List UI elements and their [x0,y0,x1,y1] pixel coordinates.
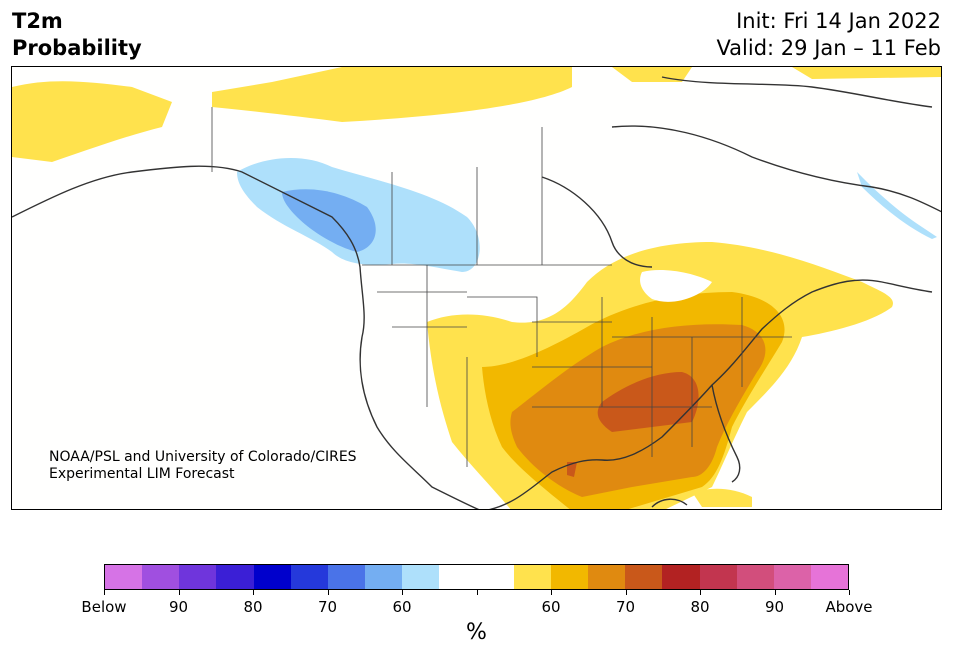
colorbar-tick-label: Above [825,598,873,616]
colorbar-swatch [699,565,737,589]
credit-line-1: NOAA/PSL and University of Colorado/CIRE… [49,449,357,465]
colorbar-swatch [105,565,143,589]
colorbar-tick-mark [253,590,254,595]
colorbar [104,564,849,590]
coastlines [12,76,941,509]
colorbar-swatch [327,565,366,589]
colorbar-unit-label: % [466,620,487,645]
region-above-60-caribbean [692,488,752,507]
colorbar-swatch [550,565,589,589]
region-below-70-northwest [282,189,376,252]
title-line-2: Probability [12,36,142,60]
region-above-60-arctic-east [212,67,572,122]
colorbar-swatch [662,565,700,589]
forecast-dates: Init: Fri 14 Jan 2022 Valid: 29 Jan – 11… [716,8,941,62]
colorbar-tick-mark [178,590,180,595]
title-line-1: T2m [12,9,63,33]
colorbar-swatch [810,565,849,589]
colorbar-tick-label: 60 [541,598,561,616]
colorbar-swatch [588,565,626,589]
colorbar-tick-mark [774,590,776,595]
colorbar-tick-mark [104,590,105,595]
credit-line-2: Experimental LIM Forecast [49,466,235,482]
colorbar-tick-label: 80 [243,598,263,616]
colorbar-swatch [476,565,514,589]
north-america-map [12,67,941,509]
colorbar-tick-label: 80 [690,598,710,616]
region-above-60-arctic [12,81,172,162]
colorbar-tick-label: 90 [168,598,189,616]
colorbar-tick-mark [849,590,850,595]
colorbar-swatch [142,565,180,589]
region-above-60-great-lakes-gap [640,270,712,302]
region-below-60-labrador [857,172,937,239]
forecast-credit: NOAA/PSL and University of Colorado/CIRE… [49,449,357,483]
colorbar-swatch [253,565,291,589]
colorbar-tick-label: 70 [615,598,636,616]
valid-date: Valid: 29 Jan – 11 Feb [716,36,941,60]
colorbar-tick-label: 70 [317,598,338,616]
colorbar-swatch [736,565,774,589]
colorbar-tick-mark [700,590,701,595]
region-above-60-arctic-ne [792,67,941,79]
colorbar-swatch [179,565,217,589]
colorbar-swatch [365,565,403,589]
colorbar-tick-label: 60 [392,598,412,616]
colorbar-swatch [290,565,328,589]
colorbar-swatch [625,565,663,589]
map-panel [11,66,942,510]
map-title: T2m Probability [12,8,142,62]
region-above-75-south-texas [567,462,577,477]
colorbar-swatch [216,565,254,589]
colorbar-swatch [402,565,440,589]
colorbar-tick-mark [625,590,627,595]
region-above-75-southeast [597,372,699,432]
colorbar-tick-mark [327,590,329,595]
colorbar-tick-label: Below [81,598,127,616]
colorbar-swatch [513,565,551,589]
init-date: Init: Fri 14 Jan 2022 [736,9,941,33]
colorbar-swatch [439,565,477,589]
colorbar-tick-mark [402,590,403,595]
colorbar-tick-label: 90 [764,598,785,616]
colorbar-tick-mark [476,590,478,595]
colorbar-swatch [773,565,811,589]
colorbar-tick-mark [551,590,552,595]
political-borders [211,107,792,467]
